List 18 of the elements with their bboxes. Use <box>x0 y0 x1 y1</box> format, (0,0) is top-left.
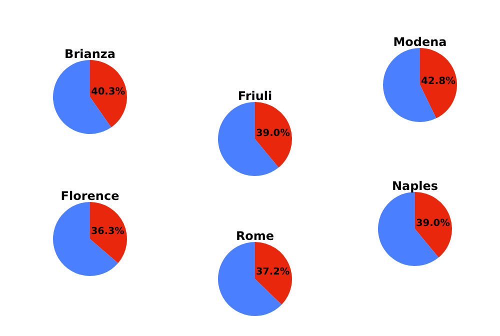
pie-slice <box>255 102 292 168</box>
chart-title: Rome <box>236 229 274 243</box>
pie-slice <box>415 192 452 258</box>
data-label: 36.3% <box>90 226 125 238</box>
data-label: 39.0% <box>256 128 290 139</box>
data-label: 42.8% <box>420 76 456 88</box>
chart-title: Modena <box>393 35 447 49</box>
pie-slice <box>90 60 127 128</box>
data-label: 40.3% <box>90 86 126 98</box>
chart-title: Florence <box>60 189 120 203</box>
pie-slice <box>255 242 292 305</box>
data-label: 39.0% <box>416 218 450 229</box>
chart-title: Friuli <box>238 89 272 103</box>
pie-slice <box>90 202 127 264</box>
chart-title: Naples <box>392 179 438 193</box>
chart-title: Brianza <box>64 47 116 61</box>
data-label: 37.2% <box>256 266 290 278</box>
pie-slice <box>420 48 457 118</box>
